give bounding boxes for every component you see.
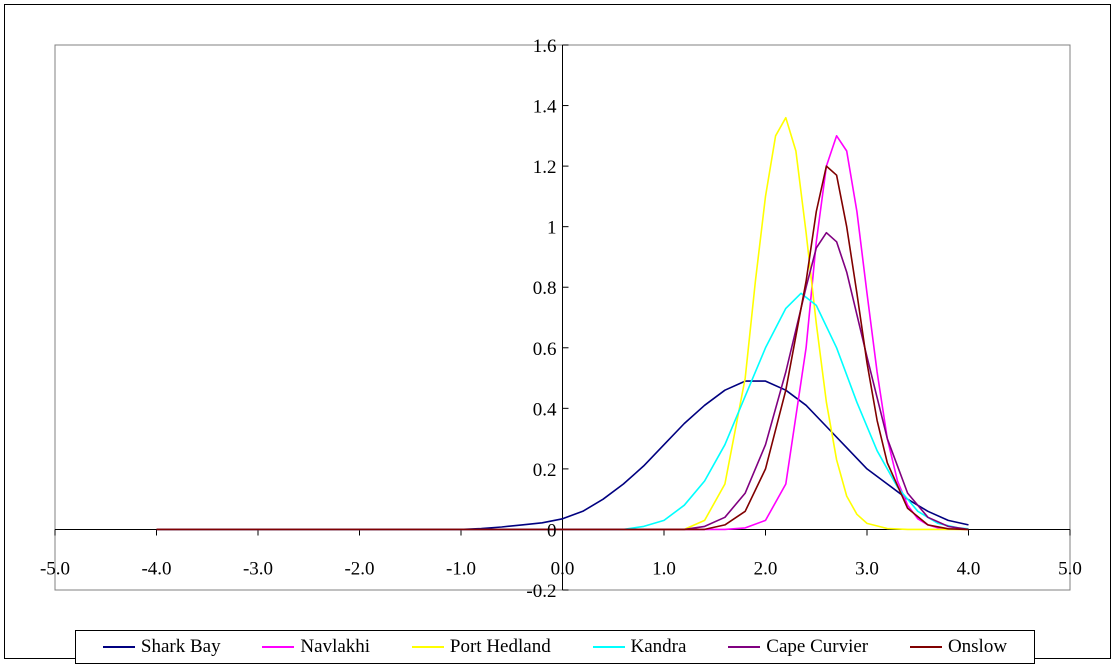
x-tick-label: 5.0 — [1058, 558, 1082, 579]
y-tick-label: 0.8 — [533, 278, 557, 299]
legend-item-kandra: Kandra — [592, 636, 687, 658]
legend-swatch — [909, 646, 942, 648]
y-tick-label: -0.2 — [526, 581, 556, 602]
chart-frame: -0.2 0 0.2 0.4 0.6 0.8 1 1.2 1.4 1.6 -5.0 -4.0 -3.0… — [4, 4, 1111, 664]
legend-item-shark-bay: Shark Bay — [102, 636, 221, 658]
legend-label: Kandra — [630, 636, 687, 657]
legend-swatch — [728, 646, 761, 648]
legend-item-cape-curvier: Cape Curvier — [728, 636, 868, 658]
x-tick-label: -5.0 — [40, 558, 70, 579]
x-tick-labels: -5.0 -4.0 -3.0 -2.0 -1.0 0.0 1.0 2.0 3.0 4.0 5.0 — [40, 558, 1082, 579]
line-chart: -0.2 0 0.2 0.4 0.6 0.8 1 1.2 1.4 1.6 -5.0 -4.0 -3.0… — [40, 36, 1082, 602]
y-tick-label: 1.4 — [533, 97, 557, 118]
series-line-port-hedland — [156, 116, 969, 531]
legend-swatch — [592, 646, 625, 648]
x-tick-label: 2.0 — [754, 558, 778, 579]
legend-swatch — [411, 646, 444, 648]
legend-swatch — [102, 646, 135, 648]
series-line-shark-bay — [156, 380, 969, 531]
y-tick-label: 0.2 — [533, 460, 557, 481]
series-line-onslow — [156, 165, 969, 531]
y-tick-label: 0 — [547, 520, 557, 541]
x-tick-label: -4.0 — [141, 558, 171, 579]
series-line-kandra — [156, 292, 969, 531]
x-tick-label: -3.0 — [243, 558, 273, 579]
legend-label: Onslow — [947, 636, 1008, 657]
y-tick-label: 0.6 — [533, 339, 557, 360]
legend-item-navlakhi: Navlakhi — [262, 636, 370, 658]
x-tick-label: 3.0 — [855, 558, 879, 579]
y-tick-labels: -0.2 0 0.2 0.4 0.6 0.8 1 1.2 1.4 1.6 — [526, 36, 557, 602]
x-tick-label: -2.0 — [344, 558, 374, 579]
series-line-cape-curvier — [156, 231, 969, 531]
legend-label: Navlakhi — [300, 636, 371, 657]
x-tick-label: 4.0 — [957, 558, 981, 579]
y-tick-label: 0.4 — [533, 399, 557, 420]
legend-item-onslow: Onslow — [909, 636, 1008, 658]
y-tick-label: 1 — [547, 218, 557, 239]
legend-label: Cape Curvier — [766, 636, 869, 657]
legend-item-port-hedland: Port Hedland — [411, 636, 551, 658]
axes — [54, 44, 1071, 591]
legend: Shark Bay Navlakhi Port Hedland Kandra Cape … — [75, 630, 1035, 664]
x-tick-label: -1.0 — [446, 558, 476, 579]
legend-swatch — [262, 646, 295, 648]
y-tick-label: 1.2 — [533, 157, 557, 178]
x-tick-label: 0.0 — [551, 558, 575, 579]
legend-label: Port Hedland — [449, 636, 551, 657]
y-tick-label: 1.6 — [533, 36, 557, 57]
x-tick-label: 1.0 — [652, 558, 676, 579]
series-lines — [156, 116, 969, 531]
legend-label: Shark Bay — [140, 636, 221, 657]
